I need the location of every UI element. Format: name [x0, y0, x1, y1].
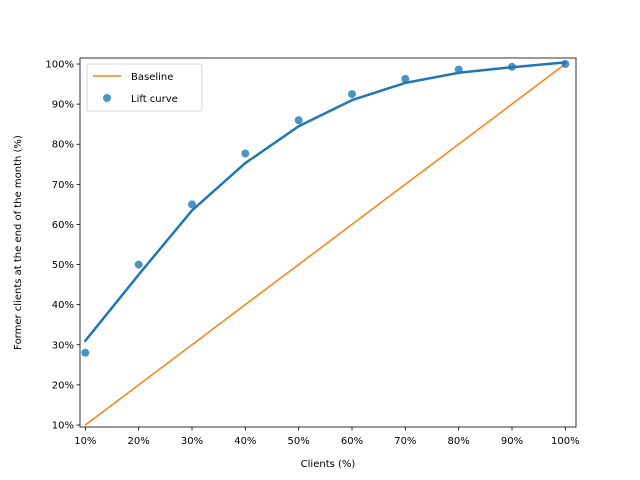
lift-curve-point	[81, 348, 90, 357]
x-tick-label: 30%	[181, 436, 203, 447]
y-tick-label: 50%	[52, 260, 74, 271]
lift-curve-point	[401, 74, 410, 83]
legend-baseline-label: Baseline	[131, 72, 173, 83]
series-layer	[81, 60, 570, 426]
y-axis: 10% 20% 30% 40% 50% 60% 70% 80% 90% 100%	[45, 60, 80, 431]
legend-lift-swatch	[103, 94, 111, 102]
x-tick-label: 40%	[234, 436, 256, 447]
lift-curve-point	[294, 116, 303, 125]
x-tick-label: 10%	[74, 436, 96, 447]
x-tick-label: 80%	[448, 436, 470, 447]
x-tick-label: 20%	[128, 436, 150, 447]
lift-curve-point	[134, 260, 143, 269]
x-tick-label: 90%	[501, 436, 523, 447]
y-tick-label: 60%	[52, 220, 74, 231]
lift-curve-point	[348, 90, 356, 99]
x-axis-title: Clients (%)	[301, 459, 356, 470]
y-tick-label: 40%	[52, 300, 74, 311]
legend-lift-label: Lift curve	[131, 94, 178, 105]
y-tick-label: 80%	[52, 140, 74, 151]
y-tick-label: 30%	[52, 340, 74, 351]
y-tick-label: 20%	[52, 380, 74, 391]
y-tick-label: 90%	[52, 100, 74, 111]
y-tick-label: 10%	[52, 420, 74, 431]
y-tick-label: 100%	[45, 60, 74, 71]
x-tick-label: 60%	[341, 436, 363, 447]
x-tick-label: 100%	[551, 436, 580, 447]
lift-curve-point	[241, 149, 250, 158]
x-tick-label: 50%	[288, 436, 310, 447]
plot-frame	[79, 57, 577, 428]
lift-curve-point	[188, 200, 196, 209]
baseline-line	[84, 63, 567, 426]
y-tick-label: 70%	[52, 180, 74, 191]
x-tick-label: 70%	[394, 436, 416, 447]
x-axis: 10% 20% 30% 40% 50% 60% 70% 80% 90% 100%	[74, 427, 580, 447]
legend: Baseline Lift curve	[86, 63, 203, 112]
fitted-line	[84, 61, 567, 343]
y-axis-title: Former clients at the end of the month (…	[13, 135, 24, 350]
